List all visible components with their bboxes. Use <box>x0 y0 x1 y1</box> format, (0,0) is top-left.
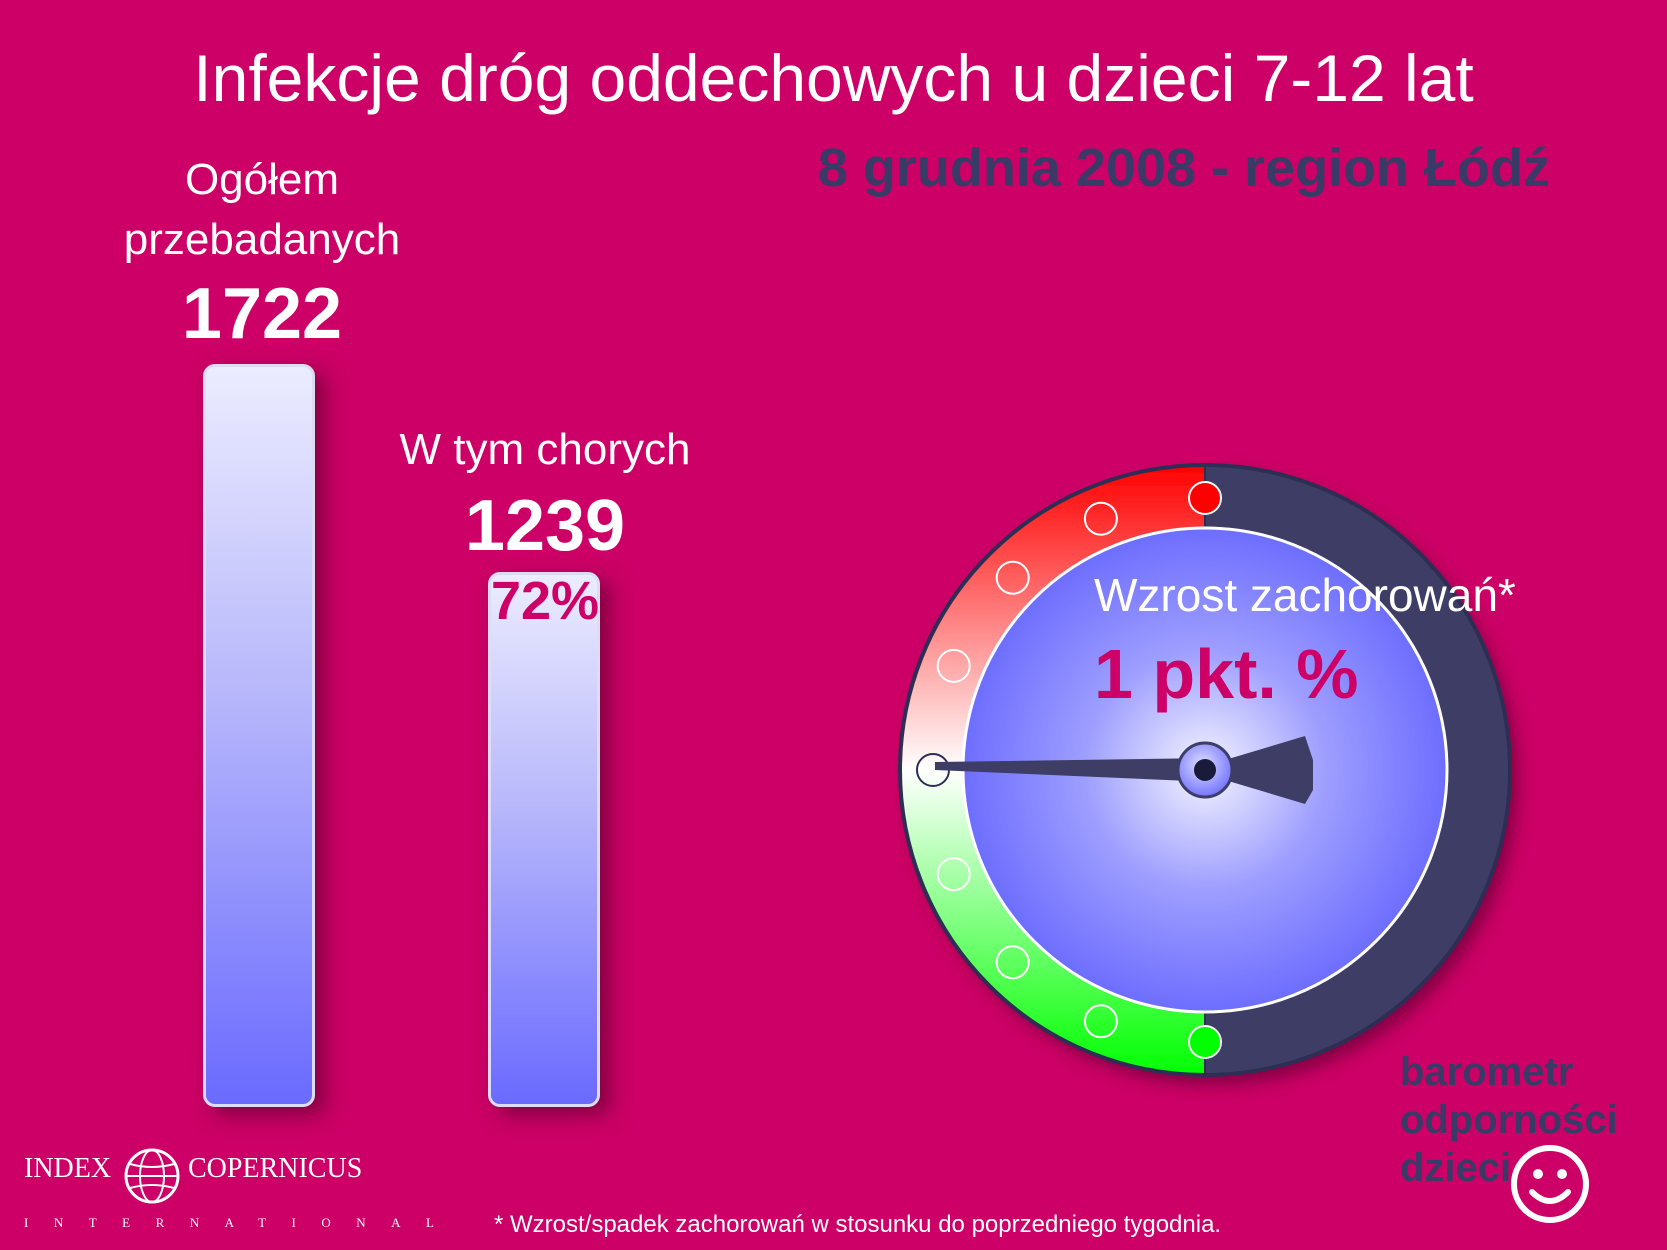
brand-line-3: dzieci <box>1400 1146 1512 1190</box>
brand-line-1: barometr <box>1400 1050 1574 1094</box>
chart-title: Infekcje dróg oddechowych u dzieci 7-12 … <box>193 41 1474 115</box>
total-caption-line-1: Ogółem <box>184 155 340 204</box>
gauge-tick-8 <box>1083 1004 1118 1039</box>
gauge-tick-1 <box>1188 481 1222 515</box>
logo-index: INDEX <box>24 1153 112 1184</box>
chart-subtitle: 8 grudnia 2008 - region Łódź <box>817 138 1550 198</box>
gauge-needle-tail <box>1225 736 1313 804</box>
gauge-tick-3 <box>995 560 1030 595</box>
gauge-tick-6 <box>936 857 971 892</box>
globe-icon <box>124 1148 180 1204</box>
gauge-label: Wzrost zachorowań* <box>1094 569 1516 621</box>
logo-copernicus: COPERNICUS <box>188 1153 363 1184</box>
brand-line-2: odporności <box>1400 1098 1618 1142</box>
footnote: * Wzrost/spadek zachorowań w stosunku do… <box>494 1211 1222 1238</box>
sick-value-label: 1239 <box>464 486 626 566</box>
total-caption: Ogółem przebadanych <box>72 150 452 270</box>
gauge-hub-center <box>1194 759 1216 781</box>
sick-percent-annotation: 72% <box>490 571 600 631</box>
gauge-needle <box>935 758 1213 782</box>
gauge-tick-2 <box>1083 501 1118 536</box>
bar-sick <box>488 572 600 1107</box>
bar-total <box>203 364 315 1107</box>
total-caption-line-2: przebadanych <box>123 215 401 264</box>
gauge-value-label: 1 pkt. % <box>1094 635 1359 713</box>
logo-international: INTERNATIONAL <box>24 1215 460 1230</box>
sick-caption: W tym chorych <box>399 425 691 474</box>
total-value-label: 1722 <box>181 274 343 354</box>
smiley-icon <box>1511 1145 1589 1223</box>
barometer-gauge <box>898 463 1512 1077</box>
gauge-tick-4 <box>936 648 971 683</box>
gauge-tick-9 <box>1188 1025 1222 1059</box>
gauge-tick-7 <box>995 945 1030 980</box>
brand-logo-text: barometr odporności dzieci <box>1400 1048 1618 1192</box>
